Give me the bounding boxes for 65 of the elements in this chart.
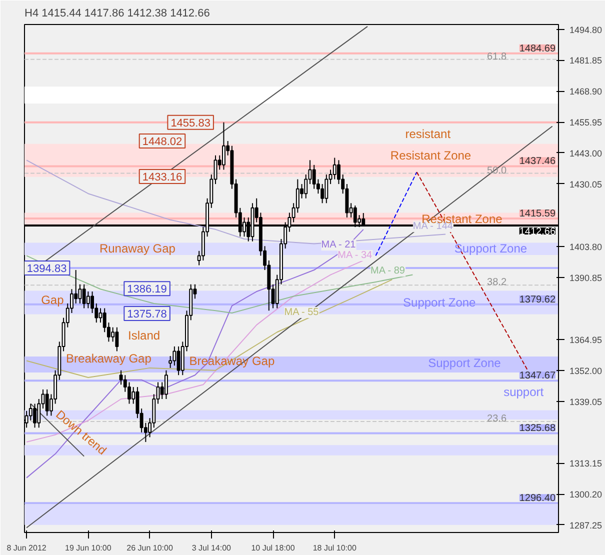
- y-tick-label: 1455.95: [570, 118, 602, 128]
- annotation: 1448.02: [142, 136, 182, 148]
- y-tick-label: 1339.05: [570, 396, 602, 407]
- ref-line-label: 1325.68: [519, 423, 556, 434]
- annotation: 1394.83: [26, 263, 67, 276]
- y-tick-label: 1287.25: [570, 520, 602, 530]
- candlestick: [164, 370, 168, 400]
- annotation: Resistant Zone: [390, 148, 472, 162]
- ref-line-label: 1415.59: [519, 208, 556, 220]
- candlestick: [45, 388, 49, 416]
- y-tick-label: 1430.05: [570, 179, 602, 190]
- series-label: MA - 55: [284, 306, 320, 318]
- candlestick: [28, 403, 32, 421]
- annotation: 1433.16: [142, 171, 182, 184]
- annotation: resistant: [405, 126, 452, 141]
- annotation: Island: [128, 328, 160, 343]
- candlestick: [115, 326, 119, 352]
- x-tick-label: 18 Jul 10:00: [312, 544, 357, 552]
- candlestick: [312, 164, 316, 190]
- annotation: 1386.19: [127, 284, 167, 296]
- annotation: Runaway Gap: [99, 242, 176, 256]
- annotation: Support Zone: [454, 242, 528, 256]
- annotation: Support Zone: [428, 356, 502, 370]
- annotation: 1375.78: [127, 308, 167, 321]
- candlestick: [222, 122, 226, 170]
- y-tick-label: 1403.80: [570, 242, 602, 252]
- y-tick-label: 1494.80: [570, 24, 602, 35]
- ref-line-label: 1379.62: [519, 294, 556, 306]
- series-label: MA - 89: [370, 266, 406, 277]
- candlestick: [128, 382, 131, 404]
- candlestick: [82, 284, 86, 309]
- annotation: support: [504, 384, 544, 399]
- x-tick-label: 10 Jul 18:00: [251, 544, 296, 552]
- y-tick-label: 1313.15: [570, 458, 602, 469]
- x-tick-label: 8 Jun 2012: [6, 544, 47, 552]
- y-tick-label: 1364.95: [570, 334, 602, 345]
- x-tick-label: 3 Jul 14:00: [192, 544, 232, 552]
- chart-title: H4 1415.44 1417.86 1412.38 1412.66: [24, 8, 210, 20]
- annotation: Gap: [41, 293, 64, 308]
- y-tick-label: 1352.00: [570, 366, 602, 376]
- candlestick: [332, 157, 336, 180]
- candlestick: [86, 291, 90, 309]
- annotation: Breakaway Gap: [66, 351, 152, 366]
- annotation: 23.6: [487, 413, 507, 424]
- ref-line-label: 1296.40: [519, 493, 556, 504]
- candlestick: [33, 403, 36, 428]
- candlestick: [176, 346, 180, 376]
- ref-line-label: 1484.69: [519, 43, 556, 54]
- y-tick-label: 1443.00: [570, 148, 602, 158]
- y-tick-label: 1468.90: [570, 86, 602, 97]
- series-label: MA - 34: [338, 250, 373, 262]
- series-label: MA - 21: [321, 240, 356, 251]
- y-tick-label: 1481.85: [570, 56, 602, 66]
- candlestick: [324, 174, 328, 204]
- annotation: 61.8: [487, 51, 507, 62]
- x-tick-label: 26 Jun 10:00: [126, 544, 174, 552]
- line-series: [26, 279, 393, 378]
- annotation: Support Zone: [403, 295, 476, 310]
- x-tick-label: 19 Jun 10:00: [65, 544, 112, 552]
- ref-line-label: 1437.46: [519, 156, 556, 168]
- y-tick-label: 1300.20: [570, 490, 602, 500]
- annotation: 38.2: [487, 277, 507, 288]
- annotation: 1455.83: [170, 117, 210, 130]
- y-tick-label: 1390.85: [570, 273, 602, 284]
- ref-line-label: 1347.67: [519, 370, 556, 382]
